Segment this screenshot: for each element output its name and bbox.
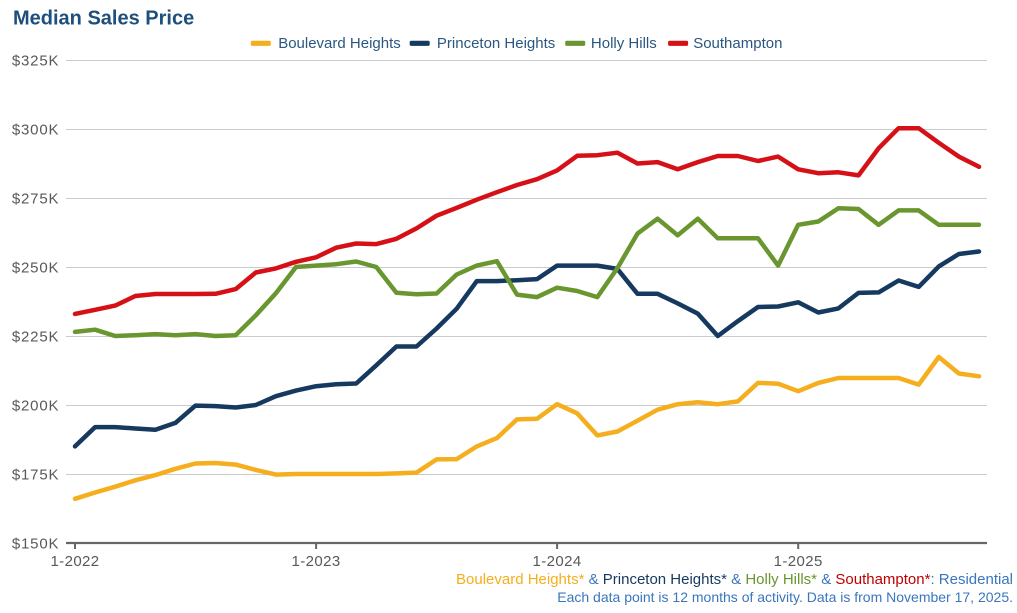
svg-text:Boulevard Heights: Boulevard Heights [278, 35, 401, 52]
svg-text:Princeton Heights: Princeton Heights [437, 35, 555, 52]
svg-text:$225K: $225K [12, 328, 59, 345]
svg-text:1-2022: 1-2022 [50, 553, 99, 570]
svg-text:$275K: $275K [12, 190, 59, 207]
svg-text:Southampton: Southampton [693, 35, 782, 52]
svg-text:1-2024: 1-2024 [533, 553, 582, 570]
svg-text:Median Sales Price: Median Sales Price [13, 8, 194, 30]
svg-text:Each data point is 12 months o: Each data point is 12 months of activity… [557, 589, 1013, 605]
svg-text:$325K: $325K [12, 52, 59, 69]
svg-text:$250K: $250K [12, 259, 59, 276]
svg-text:1-2025: 1-2025 [774, 553, 823, 570]
svg-text:$175K: $175K [12, 466, 59, 483]
svg-text:1-2023: 1-2023 [292, 553, 341, 570]
svg-text:Holly Hills: Holly Hills [591, 35, 657, 52]
svg-text:Boulevard Heights* & Princeton: Boulevard Heights* & Princeton Heights* … [456, 571, 1013, 588]
svg-text:$200K: $200K [12, 397, 59, 414]
svg-text:$150K: $150K [12, 535, 59, 552]
svg-text:$300K: $300K [12, 121, 59, 138]
